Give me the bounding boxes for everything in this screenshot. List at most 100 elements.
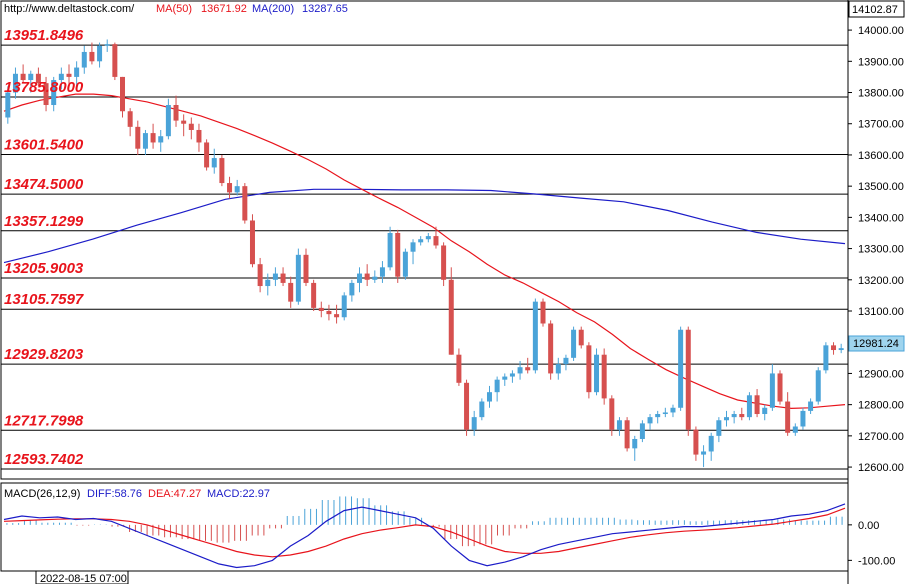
level-label: 13205.9003	[4, 260, 84, 277]
candle-body	[808, 401, 814, 411]
candle-body	[35, 73, 41, 84]
candle-body	[303, 254, 309, 283]
candle-body	[20, 73, 26, 81]
macd-diff: DIFF:58.76	[87, 488, 142, 500]
candle-body	[104, 44, 110, 46]
price-panel-frame	[0, 0, 849, 480]
candle-body	[762, 407, 768, 415]
horizontal-levels	[1, 44, 848, 470]
price-tick-label: 13100.00	[858, 306, 904, 318]
candle-body	[647, 417, 653, 424]
time-label-box	[35, 570, 129, 584]
level-label: 13785.8000	[4, 79, 84, 96]
level-label: 12717.7998	[4, 412, 84, 429]
candle-body	[586, 345, 592, 393]
candle-body	[112, 44, 118, 77]
candle-body	[624, 420, 630, 449]
macd-title: MACD(26,12,9)	[4, 488, 80, 500]
candle-body	[395, 232, 401, 277]
candle-body	[754, 395, 760, 415]
candle-body	[823, 345, 829, 371]
candle-body	[433, 236, 439, 246]
price-tick-label: 14000.00	[858, 25, 904, 37]
candle-body	[410, 242, 416, 252]
candle-body	[311, 282, 317, 308]
candle-body	[257, 264, 263, 287]
ma200-label: MA(200)	[252, 3, 294, 15]
candle-body	[58, 73, 64, 81]
candle-body	[181, 120, 187, 124]
candle-body	[716, 420, 722, 436]
ma50-line-group	[3, 93, 846, 410]
candle-body	[402, 251, 408, 277]
candle-body	[265, 279, 271, 287]
price-tick-label: 13800.00	[858, 88, 904, 100]
level-label: 13474.5000	[4, 176, 84, 193]
candle-body	[578, 329, 584, 346]
candle-body	[540, 301, 546, 324]
candle-body	[594, 354, 600, 393]
ma200-line-group	[3, 188, 846, 264]
candle-body	[509, 373, 515, 377]
price-tick-label: 13500.00	[858, 181, 904, 193]
candle-body	[66, 73, 72, 77]
candle-body	[831, 345, 837, 351]
candle-body	[563, 357, 569, 365]
last-price-text: 12981.24	[853, 338, 899, 350]
macd-dea: DEA:47.27	[148, 488, 201, 500]
ma50-line	[3, 93, 846, 410]
candle-body	[5, 92, 11, 118]
candlestick-series	[5, 39, 844, 468]
macd-panel-frame	[0, 482, 849, 572]
candle-body	[272, 273, 278, 280]
candle-body	[295, 254, 301, 302]
candle-body	[418, 239, 424, 243]
candle-body	[555, 364, 561, 374]
level-label: 12593.7402	[4, 451, 84, 468]
candle-body	[678, 329, 684, 408]
ma200-line	[3, 188, 846, 264]
candle-body	[135, 126, 141, 149]
macd-axis-ticks: 0.00 -100.00	[848, 520, 895, 567]
candle-body	[800, 410, 806, 427]
price-tick-label: 12800.00	[858, 400, 904, 412]
candle-body	[334, 314, 340, 318]
candle-body	[188, 123, 194, 130]
candle-body	[723, 417, 729, 421]
candle-body	[51, 80, 57, 106]
diff-line	[3, 503, 846, 569]
candle-body	[502, 376, 508, 380]
time-label: 2022-08-15 07:00	[40, 573, 127, 584]
candle-body	[471, 417, 477, 430]
level-labels: 13951.8496 13785.8000 13601.5400 13474.5000…	[4, 27, 84, 468]
price-tick-label: 13700.00	[858, 119, 904, 131]
candle-body	[739, 414, 745, 418]
candle-body	[571, 329, 577, 358]
candle-body	[379, 267, 385, 277]
site-url: http://www.deltastock.com/	[4, 3, 135, 15]
candle-body	[708, 435, 714, 452]
candle-body	[815, 370, 821, 402]
level-label: 13601.5400	[4, 136, 84, 153]
level-label: 13951.8496	[4, 27, 84, 44]
macd-tick-label: 0.00	[858, 520, 879, 532]
candle-body	[464, 382, 470, 430]
candle-body	[357, 273, 363, 283]
candle-body	[486, 392, 492, 402]
candle-body	[609, 398, 615, 430]
price-axis-ticks: 14000.00 13900.00 13800.00 13700.00 13600.00…	[848, 25, 904, 474]
candle-body	[219, 158, 225, 184]
candle-body	[616, 420, 622, 430]
candle-body	[685, 329, 691, 430]
candle-body	[662, 412, 668, 415]
candle-body	[326, 311, 332, 315]
candle-body	[731, 414, 737, 418]
candle-body	[425, 236, 431, 240]
level-label: 13105.7597	[4, 291, 84, 308]
candle-body	[364, 273, 370, 280]
candle-body	[318, 307, 324, 312]
price-tick-label: 13400.00	[858, 212, 904, 224]
ma200-value: 13287.65	[302, 3, 348, 15]
candle-body	[387, 232, 393, 268]
candle-body	[249, 220, 255, 265]
